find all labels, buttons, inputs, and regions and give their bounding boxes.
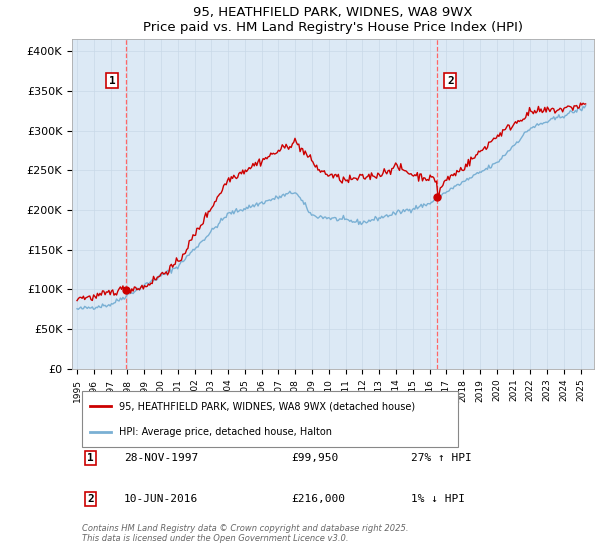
Text: 1% ↓ HPI: 1% ↓ HPI (412, 494, 466, 504)
Text: 27% ↑ HPI: 27% ↑ HPI (412, 453, 472, 463)
Text: £216,000: £216,000 (291, 494, 345, 504)
Text: 1: 1 (109, 76, 116, 86)
Title: 95, HEATHFIELD PARK, WIDNES, WA8 9WX
Price paid vs. HM Land Registry's House Pri: 95, HEATHFIELD PARK, WIDNES, WA8 9WX Pri… (143, 6, 523, 34)
Text: 1: 1 (87, 453, 94, 463)
Text: 95, HEATHFIELD PARK, WIDNES, WA8 9WX (detached house): 95, HEATHFIELD PARK, WIDNES, WA8 9WX (de… (119, 401, 415, 411)
Text: 10-JUN-2016: 10-JUN-2016 (124, 494, 199, 504)
Text: Contains HM Land Registry data © Crown copyright and database right 2025.
This d: Contains HM Land Registry data © Crown c… (82, 524, 409, 543)
Text: £99,950: £99,950 (291, 453, 338, 463)
Text: 28-NOV-1997: 28-NOV-1997 (124, 453, 199, 463)
Text: 2: 2 (87, 494, 94, 504)
FancyBboxPatch shape (82, 391, 458, 447)
Text: HPI: Average price, detached house, Halton: HPI: Average price, detached house, Halt… (119, 427, 332, 437)
Text: 2: 2 (447, 76, 454, 86)
